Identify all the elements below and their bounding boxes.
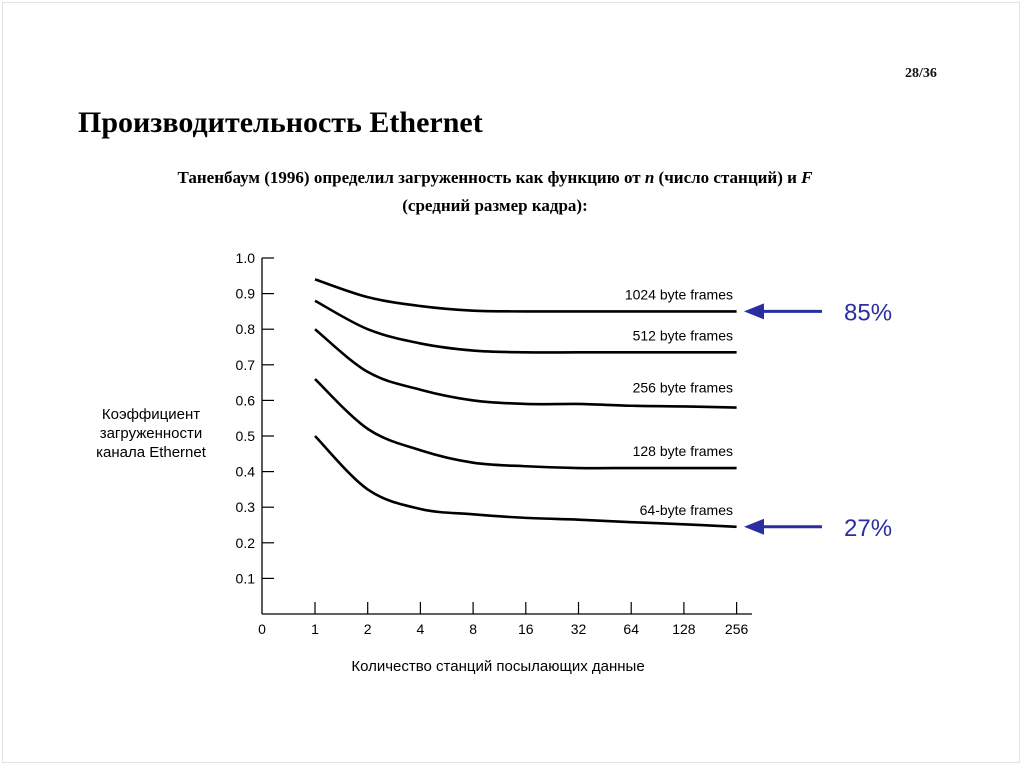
subtitle-var-f: F xyxy=(801,168,813,187)
subtitle-text-2: (число станций) и xyxy=(654,168,802,187)
annotation-arrowhead xyxy=(744,303,764,320)
x-tick-label: 128 xyxy=(672,621,696,637)
series-label: 128 byte frames xyxy=(633,443,733,459)
x-tick-label: 256 xyxy=(725,621,749,637)
subtitle-var-n: n xyxy=(644,168,655,187)
x-tick-label: 32 xyxy=(571,621,587,637)
x-tick-label: 1 xyxy=(311,621,319,637)
chart-axes: 0.1 0.2 0.3 0.4 0.5 0.6 0.7 0.8 0.9 1.0 0 1 2 4 8 16 32 6… xyxy=(236,250,752,637)
y-axis-title-line: канала Ethernet xyxy=(96,444,207,461)
y-tick-label: 0.9 xyxy=(236,286,256,302)
x-tick-label: 8 xyxy=(469,621,477,637)
series-line xyxy=(314,378,737,470)
x-tick-label: 64 xyxy=(623,621,639,637)
y-tick-label: 0.4 xyxy=(236,464,256,480)
series-label: 1024 byte frames xyxy=(625,286,733,302)
y-tick-label: 0.5 xyxy=(236,428,256,444)
y-axis-title-line: загруженности xyxy=(100,425,203,442)
x-tick-label: 4 xyxy=(417,621,425,637)
series-line xyxy=(314,278,737,313)
series-label: 256 byte frames xyxy=(633,380,733,396)
series-line xyxy=(314,299,737,354)
x-tick-label: 16 xyxy=(518,621,534,637)
y-tick-label: 0.6 xyxy=(236,392,256,408)
y-tick-label: 1.0 xyxy=(236,250,256,266)
y-axis-title: Коэффициент загруженности канала Ethernet xyxy=(96,406,207,461)
series-line xyxy=(314,435,737,529)
series-line xyxy=(314,328,737,409)
series-label: 512 byte frames xyxy=(633,327,733,343)
page-title: Производительность Ethernet xyxy=(78,106,483,139)
subtitle: Таненбаум (1996) определил загруженность… xyxy=(40,164,950,220)
y-axis-title-line: Коэффициент xyxy=(102,406,200,423)
y-tick-label: 0.7 xyxy=(236,357,256,373)
chart-labels: Количество станций посылающих данные Коэф… xyxy=(96,286,892,675)
series-label: 64-byte frames xyxy=(640,502,733,518)
y-tick-label: 0.8 xyxy=(236,321,256,337)
y-tick-label: 0.2 xyxy=(236,535,256,551)
subtitle-text-1: Таненбаум (1996) определил загруженность… xyxy=(177,168,645,187)
annotation-label: 85% xyxy=(844,299,892,326)
chart-series xyxy=(314,278,737,529)
y-tick-label: 0.1 xyxy=(236,570,256,586)
annotation-label: 27% xyxy=(844,515,892,542)
page-number: 28/36 xyxy=(905,66,937,81)
subtitle-line-2: (средний размер кадра): xyxy=(402,196,588,215)
x-tick-label: 2 xyxy=(364,621,372,637)
annotation-arrowhead xyxy=(744,518,764,535)
x-axis-title: Количество станций посылающих данные xyxy=(351,658,644,675)
x-tick-label: 0 xyxy=(258,621,266,637)
y-tick-label: 0.3 xyxy=(236,499,256,515)
subtitle-line-1: Таненбаум (1996) определил загруженность… xyxy=(40,164,950,192)
